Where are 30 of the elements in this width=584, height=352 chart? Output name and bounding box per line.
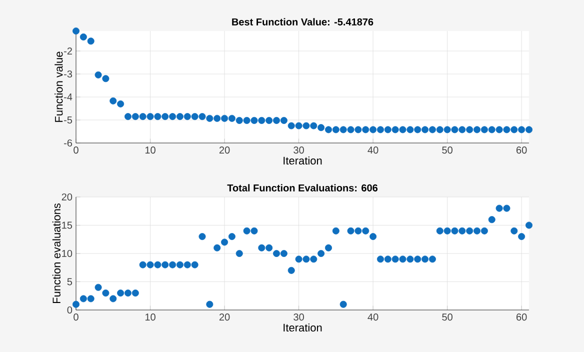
y-tick-label: 20 [62, 193, 72, 201]
x-tick-label: 30 [294, 314, 304, 321]
chart-title: Total Function Evaluations: 606 [227, 184, 378, 192]
y-tick-label: -5 [64, 116, 72, 124]
x-tick-label: 20 [219, 146, 230, 154]
y-tick-label: -3 [64, 70, 72, 78]
chart-title: Best Function Value: -5.41876 [232, 18, 374, 26]
x-tick-label: 0 [74, 314, 78, 321]
x-tick-label: 50 [442, 314, 452, 321]
x-tick-label: 60 [516, 146, 527, 154]
y-axis-title: Function evaluations [52, 203, 60, 304]
x-tick-label: 10 [145, 314, 156, 321]
y-tick-label: 10 [62, 250, 72, 258]
y-tick-label: -6 [64, 139, 72, 147]
x-tick-label: 40 [368, 146, 378, 154]
y-tick-label: 15 [62, 222, 72, 229]
x-tick-label: 40 [368, 314, 378, 321]
y-tick-label: 0 [67, 306, 72, 314]
y-tick-label: -2 [64, 48, 72, 54]
y-tick-label: -4 [64, 94, 72, 100]
x-axis-title: Iteration [284, 323, 322, 332]
x-tick-label: 10 [145, 146, 156, 154]
y-axis-title: Function value [54, 52, 63, 122]
x-tick-label: 20 [219, 314, 230, 321]
x-tick-label: 60 [516, 314, 527, 321]
y-tick-label: 5 [67, 278, 72, 286]
x-tick-label: 0 [74, 146, 78, 154]
x-axis-title: Iteration [284, 156, 322, 165]
x-tick-label: 50 [442, 146, 452, 154]
x-tick-label: 30 [294, 146, 304, 154]
